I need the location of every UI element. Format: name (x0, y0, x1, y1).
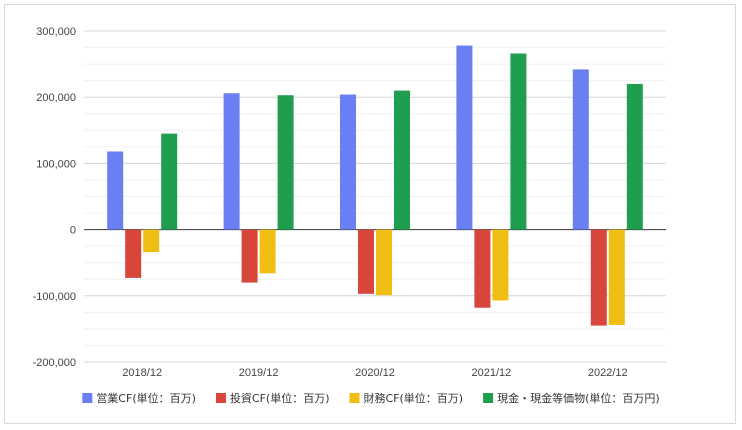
y-axis-ticks: -200,000 -100,000 0 100,000 200,000 300,000 (33, 26, 76, 369)
legend: 営業CF(単位：百万) 投資CF(単位：百万) 財務CF(単位：百万) 現金・現金等価… (82, 391, 660, 405)
y-tick-label: 200,000 (36, 92, 76, 104)
y-tick-label: -100,000 (33, 291, 76, 303)
chart-frame (4, 4, 736, 424)
legend-swatch (483, 393, 494, 403)
bar-2018-12-series-0 (107, 151, 124, 230)
bar-2018-12-series-3 (161, 133, 178, 230)
bar-2022-12-series-1 (590, 229, 607, 326)
bar-2021-12-series-3 (510, 53, 527, 230)
legend-item-1: 投資CF(単位：百万) (215, 391, 330, 405)
bar-2019-12-series-1 (241, 229, 258, 283)
bar-2019-12-series-3 (277, 95, 294, 230)
legend-item-0: 営業CF(単位：百万) (82, 391, 196, 405)
bar-2019-12-series-0 (223, 93, 240, 230)
bar-2022-12-series-0 (572, 69, 589, 230)
legend-item-2: 財務CF(単位：百万) (349, 391, 464, 405)
legend-item-3: 現金・現金等価物(単位：百万円) (483, 391, 660, 405)
legend-swatch (349, 393, 360, 403)
bar-2020-12-series-3 (394, 90, 410, 230)
grid-lines (84, 30, 666, 363)
y-tick-label: -200,000 (33, 357, 76, 369)
x-tick-label: 2022/12 (588, 367, 628, 379)
x-tick-label: 2018/12 (122, 367, 162, 379)
bar-2022-12-series-2 (608, 229, 625, 325)
bar-2018-12-series-1 (125, 229, 142, 278)
bar-2021-12-series-2 (492, 229, 509, 301)
x-axis-ticks: 2018/12 2019/12 2020/12 2021/12 2022/12 (122, 367, 627, 379)
x-tick-label: 2020/12 (355, 367, 395, 379)
bar-2021-12-series-0 (456, 45, 473, 230)
bar-2018-12-series-2 (143, 229, 160, 253)
legend-label: 現金・現金等価物(単位：百万円) (497, 391, 660, 405)
bar-2020-12-series-0 (340, 94, 356, 230)
bar-2021-12-series-1 (474, 229, 491, 308)
x-tick-label: 2019/12 (239, 367, 279, 379)
bar-2020-12-series-2 (376, 229, 392, 296)
x-tick-label: 2021/12 (472, 367, 512, 379)
y-tick-label: 100,000 (36, 158, 76, 170)
bar-2020-12-series-1 (358, 229, 374, 294)
bars (107, 45, 643, 326)
bar-2019-12-series-2 (259, 229, 276, 274)
legend-label: 財務CF(単位：百万) (364, 391, 464, 405)
bar-2022-12-series-3 (626, 83, 643, 230)
y-tick-label: 300,000 (36, 26, 76, 38)
y-tick-label: 0 (70, 225, 76, 237)
legend-swatch (215, 393, 226, 403)
legend-label: 投資CF(単位：百万) (230, 391, 330, 405)
legend-label: 営業CF(単位：百万) (96, 391, 196, 405)
legend-swatch (82, 393, 93, 403)
